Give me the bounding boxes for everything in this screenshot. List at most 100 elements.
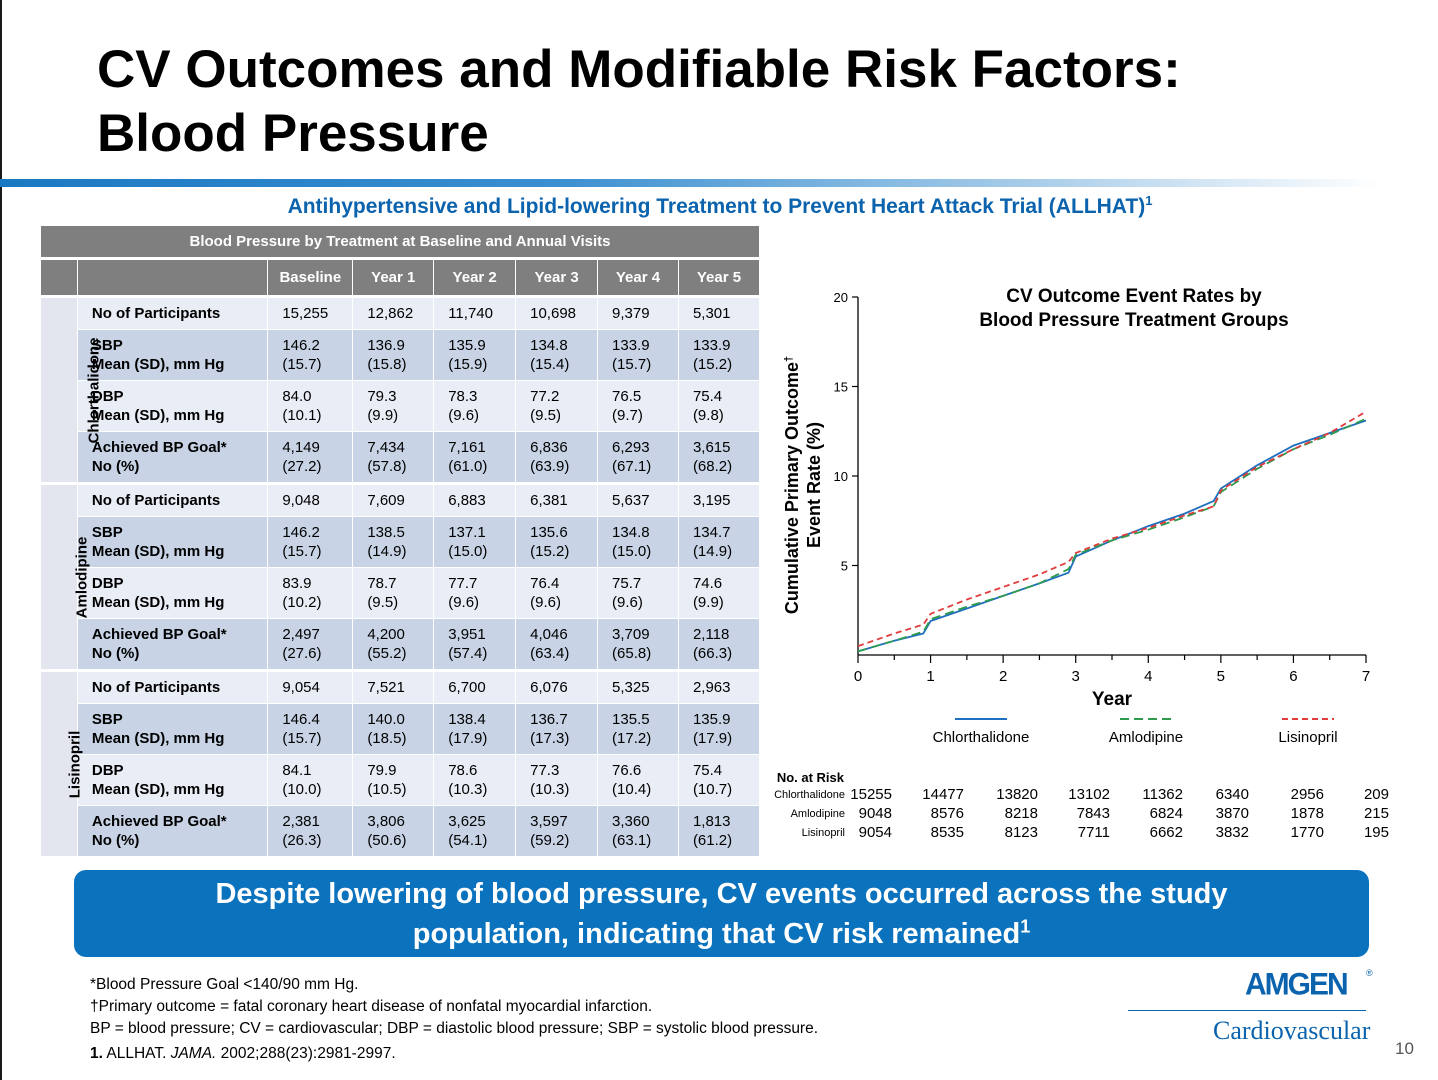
bp-treatment-table: Blood Pressure by Treatment at Baseline … [40,225,761,857]
cell-value: 140.0 [367,711,405,728]
at-risk-value: 8576 [931,805,964,822]
column-header-year-1: Year 1 [352,257,435,298]
callout-line2-text: population, indicating that CV risk rema… [412,918,1021,950]
x-tick-label: 4 [1144,668,1152,685]
table-body: Chlorthalidone No of Participants 15,255 12… [40,295,761,857]
cell-sub-value: (10.5) [367,781,407,798]
table-column-header-row: Baseline Year 1 Year 2 Year 3 Year 4 Yea… [40,257,761,298]
slide-title-line1: CV Outcomes and Modifiable Risk Factors: [97,40,1181,99]
cell-sub-value: (27.2) [282,458,322,475]
row-label-line2: Mean (SD), mm Hg [91,356,225,373]
left-edge-rule [0,0,2,1080]
table-cell: 4,200 (55.2) [352,618,435,671]
cell-value: 76.5 [612,388,642,405]
cell-sub-value: (15.7) [282,730,322,747]
column-header-year-5: Year 5 [677,257,761,298]
treatment-group-label: Amlodipine [73,536,91,618]
table-row: Achieved BP Goal* No (%) 2,381 (26.3) 3,806 (… [41,805,761,857]
cell-sub-value: (9.6) [448,407,480,424]
cell-sub-value: (55.2) [367,645,407,662]
column-header-year-4: Year 4 [597,257,679,298]
table-cell: 6,700 [433,669,517,704]
cell-sub-value: (59.2) [530,832,570,849]
x-tick-label: 7 [1362,668,1370,685]
cell-sub-value: (68.2) [692,458,733,475]
cell-value: 84.1 [282,762,312,779]
x-tick-label: 6 [1289,668,1297,685]
cell-value: 135.9 [692,711,731,728]
table-row: DBP Mean (SD), mm Hg 84.1 (10.0) 79.9 (10.5) 7… [41,754,761,806]
cell-sub-value: (63.4) [530,645,570,662]
cell-value: 1,813 [692,813,731,830]
table-cell: 7,521 [352,669,435,704]
chart-title-line2: Blood Pressure Treatment Groups [979,310,1288,331]
cell-value: 3,806 [367,813,405,830]
row-label-line1: No of Participants [91,305,221,322]
x-tick-label: 3 [1072,668,1080,685]
callout-line2: population, indicating that CV risk rema… [74,914,1369,954]
row-label-line1: No of Participants [91,492,221,509]
cell-sub-value: (17.3) [530,730,570,747]
cell-sub-value: (50.6) [367,832,407,849]
cell-sub-value: (15.0) [612,543,652,560]
cell-sub-value: (27.6) [282,645,322,662]
table-cell: 78.6 (10.3) [433,754,517,806]
legend-label-amlodipine: Amlodipine [1109,729,1183,746]
row-label: Achieved BP Goal* No (%) [76,805,269,857]
table-cell: 79.3 (9.9) [352,380,435,432]
at-risk-svg: No. at Risk Chlorthalidone 15255 14477 13820… [774,770,1389,841]
row-label-line2: Mean (SD), mm Hg [91,543,225,560]
cell-value: 79.3 [367,388,397,405]
row-label: No of Participants [76,669,269,704]
table-cell: 7,609 [352,482,435,517]
at-risk-value: 6824 [1150,805,1183,822]
at-risk-row-label: Amlodipine [791,808,845,820]
table-cell: 134.8 (15.0) [597,516,679,568]
table-cell: 5,325 [597,669,679,704]
cell-value: 75.7 [612,575,642,592]
cell-sub-value: (10.7) [692,781,733,798]
cell-value: 136.9 [367,337,405,354]
cell-sub-value: (15.2) [530,543,570,560]
cell-value: 4,200 [367,626,405,643]
cell-value: 2,497 [282,626,320,643]
cell-value: 6,381 [530,492,568,509]
cell-sub-value: (10.1) [282,407,322,424]
column-header-year-3: Year 3 [515,257,599,298]
table-cell: 75.7 (9.6) [597,567,679,619]
cell-sub-value: (10.3) [530,781,570,798]
cell-value: 137.1 [448,524,486,541]
table-cell: 77.3 (10.3) [515,754,599,806]
cell-value: 138.5 [367,524,405,541]
table-cell: 136.9 (15.8) [352,329,435,381]
row-label: SBP Mean (SD), mm Hg [76,329,269,381]
cell-value: 78.6 [448,762,478,779]
table-cell: 133.9 (15.7) [597,329,679,381]
header-spacer-group [40,257,78,298]
cell-sub-value: (57.8) [367,458,407,475]
cell-value: 7,521 [367,679,405,696]
table-row: DBP Mean (SD), mm Hg 83.9 (10.2) 78.7 (9.5) 77… [41,567,761,619]
row-label-line1: Achieved BP Goal* [91,626,227,643]
cell-value: 4,046 [530,626,568,643]
row-label: SBP Mean (SD), mm Hg [76,703,269,755]
table-cell: 6,381 [515,482,599,517]
table-cell: 3,806 (50.6) [352,805,435,857]
table-cell: 6,076 [515,669,599,704]
table-cell: 75.4 (9.8) [677,380,761,432]
table-cell: 7,161 (61.0) [433,431,517,484]
at-risk-row-label: Chlorthalidone [774,789,845,801]
row-label-line1: DBP [91,575,124,592]
cell-value: 135.9 [448,337,486,354]
cell-sub-value: (15.9) [448,356,488,373]
table-cell: 146.4 (15.7) [267,703,354,755]
cell-value: 74.6 [692,575,723,592]
header-spacer-label [76,257,269,298]
table-row: Amlodipine No of Participants 9,048 7,609 6,… [40,482,761,671]
table-cell: 3,597 (59.2) [515,805,599,857]
slide-title-line2: Blood Pressure [97,104,489,163]
cell-value: 2,381 [282,813,320,830]
at-risk-value: 8123 [1005,824,1038,841]
cell-sub-value: (9.8) [692,407,724,424]
at-risk-value: 215 [1364,805,1389,822]
